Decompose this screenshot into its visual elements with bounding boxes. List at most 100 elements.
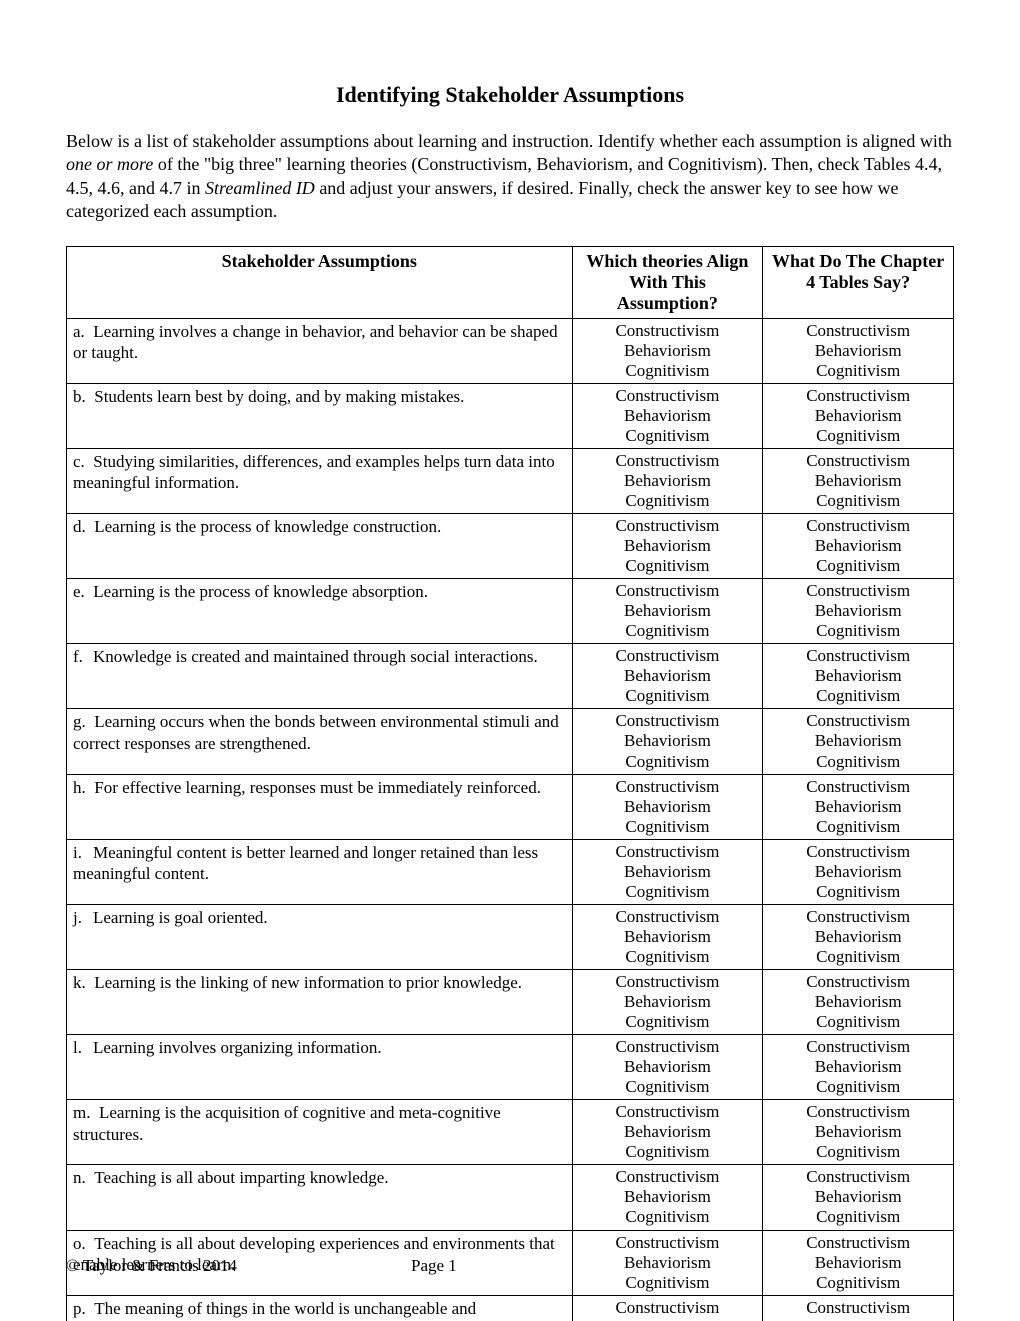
row-letter: c. (73, 451, 93, 472)
table-row: m. Learning is the acquisition of cognit… (67, 1100, 954, 1165)
theory-option: Constructivism (579, 907, 757, 927)
row-letter: h. (73, 777, 94, 798)
theories-tables-cell: ConstructivismBehaviorismCognitivism (763, 513, 954, 578)
theory-option: Behaviorism (769, 797, 947, 817)
theories-tables-cell: ConstructivismBehaviorismCognitivism (763, 1100, 954, 1165)
row-letter: f. (73, 646, 93, 667)
theories-align-cell: Constructivism (572, 1295, 763, 1321)
assumptions-table: Stakeholder Assumptions Which theories A… (66, 246, 954, 1321)
theories-align-cell: ConstructivismBehaviorismCognitivism (572, 904, 763, 969)
theory-option: Behaviorism (769, 601, 947, 621)
theory-option: Constructivism (769, 1167, 947, 1187)
theory-option: Cognitivism (579, 361, 757, 381)
theory-option: Cognitivism (579, 686, 757, 706)
theory-option: Constructivism (769, 1298, 947, 1318)
theory-option: Constructivism (579, 1298, 757, 1318)
theories-tables-cell: ConstructivismBehaviorismCognitivism (763, 839, 954, 904)
theory-option: Behaviorism (579, 406, 757, 426)
theory-option: Constructivism (579, 1037, 757, 1057)
table-body: a. Learning involves a change in behavio… (67, 318, 954, 1321)
page-footer: © Taylor & Francis 2014 Page 1 (66, 1256, 954, 1276)
theories-tables-cell: ConstructivismBehaviorismCognitivism (763, 904, 954, 969)
theories-align-cell: ConstructivismBehaviorismCognitivism (572, 644, 763, 709)
theory-option: Cognitivism (769, 426, 947, 446)
table-row: p. The meaning of things in the world is… (67, 1295, 954, 1321)
theory-option: Constructivism (579, 516, 757, 536)
theory-option: Constructivism (769, 1102, 947, 1122)
theory-option: Constructivism (769, 907, 947, 927)
theory-option: Constructivism (579, 972, 757, 992)
theory-option: Constructivism (579, 646, 757, 666)
table-row: h. For effective learning, responses mus… (67, 774, 954, 839)
theory-option: Cognitivism (769, 491, 947, 511)
row-text: Learning is goal oriented. (93, 908, 268, 927)
theory-option: Constructivism (579, 321, 757, 341)
theory-option: Behaviorism (579, 666, 757, 686)
footer-copyright: © Taylor & Francis 2014 (66, 1256, 237, 1275)
theory-option: Cognitivism (579, 491, 757, 511)
theories-align-cell: ConstructivismBehaviorismCognitivism (572, 318, 763, 383)
table-row: j. Learning is goal oriented.Constructiv… (67, 904, 954, 969)
assumption-cell: d. Learning is the process of knowledge … (67, 513, 573, 578)
theory-option: Behaviorism (769, 862, 947, 882)
theories-align-cell: ConstructivismBehaviorismCognitivism (572, 774, 763, 839)
row-text: The meaning of things in the world is un… (94, 1299, 476, 1318)
theories-align-cell: ConstructivismBehaviorismCognitivism (572, 709, 763, 774)
theory-option: Behaviorism (769, 1122, 947, 1142)
theory-option: Behaviorism (769, 992, 947, 1012)
theories-align-cell: ConstructivismBehaviorismCognitivism (572, 969, 763, 1034)
document-page: Identifying Stakeholder Assumptions Belo… (0, 0, 1020, 1320)
assumption-cell: p. The meaning of things in the world is… (67, 1295, 573, 1321)
theories-align-cell: ConstructivismBehaviorismCognitivism (572, 1100, 763, 1165)
theory-option: Constructivism (579, 711, 757, 731)
theories-align-cell: ConstructivismBehaviorismCognitivism (572, 383, 763, 448)
row-letter: d. (73, 516, 94, 537)
row-letter: i. (73, 842, 93, 863)
theory-option: Constructivism (769, 386, 947, 406)
theory-option: Behaviorism (769, 731, 947, 751)
theories-align-cell: ConstructivismBehaviorismCognitivism (572, 1165, 763, 1230)
theory-option: Cognitivism (769, 947, 947, 967)
theory-option: Behaviorism (769, 1057, 947, 1077)
row-text: Learning occurs when the bonds between e… (73, 712, 559, 752)
theory-option: Constructivism (769, 777, 947, 797)
theory-option: Cognitivism (769, 752, 947, 772)
theories-tables-cell: ConstructivismBehaviorismCognitivism (763, 1035, 954, 1100)
row-text: Learning is the process of knowledge abs… (93, 582, 428, 601)
page-title: Identifying Stakeholder Assumptions (66, 82, 954, 108)
table-row: n. Teaching is all about imparting knowl… (67, 1165, 954, 1230)
row-text: For effective learning, responses must b… (94, 778, 541, 797)
theory-option: Behaviorism (579, 862, 757, 882)
theory-option: Cognitivism (769, 686, 947, 706)
theories-tables-cell: ConstructivismBehaviorismCognitivism (763, 579, 954, 644)
row-text: Learning is the linking of new informati… (94, 973, 522, 992)
row-letter: e. (73, 581, 93, 602)
row-text: Knowledge is created and maintained thro… (93, 647, 538, 666)
theory-option: Constructivism (769, 581, 947, 601)
row-letter: b. (73, 386, 94, 407)
theory-option: Constructivism (769, 321, 947, 341)
theory-option: Cognitivism (579, 752, 757, 772)
assumption-cell: m. Learning is the acquisition of cognit… (67, 1100, 573, 1165)
theory-option: Behaviorism (769, 1187, 947, 1207)
theory-option: Cognitivism (579, 556, 757, 576)
row-text: Students learn best by doing, and by mak… (94, 387, 464, 406)
table-row: d. Learning is the process of knowledge … (67, 513, 954, 578)
theories-tables-cell: ConstructivismBehaviorismCognitivism (763, 448, 954, 513)
theory-option: Behaviorism (579, 797, 757, 817)
table-header-row: Stakeholder Assumptions Which theories A… (67, 246, 954, 318)
theory-option: Cognitivism (579, 1012, 757, 1032)
theory-option: Behaviorism (579, 927, 757, 947)
theory-option: Constructivism (769, 1233, 947, 1253)
theory-option: Behaviorism (769, 406, 947, 426)
assumption-cell: l. Learning involves organizing informat… (67, 1035, 573, 1100)
theory-option: Constructivism (769, 711, 947, 731)
table-row: g. Learning occurs when the bonds betwee… (67, 709, 954, 774)
footer-page: Page 1 (411, 1256, 457, 1276)
theory-option: Behaviorism (579, 1187, 757, 1207)
table-row: l. Learning involves organizing informat… (67, 1035, 954, 1100)
table-row: e. Learning is the process of knowledge … (67, 579, 954, 644)
theory-option: Cognitivism (579, 426, 757, 446)
theories-align-cell: ConstructivismBehaviorismCognitivism (572, 839, 763, 904)
row-text: Meaningful content is better learned and… (73, 843, 538, 883)
